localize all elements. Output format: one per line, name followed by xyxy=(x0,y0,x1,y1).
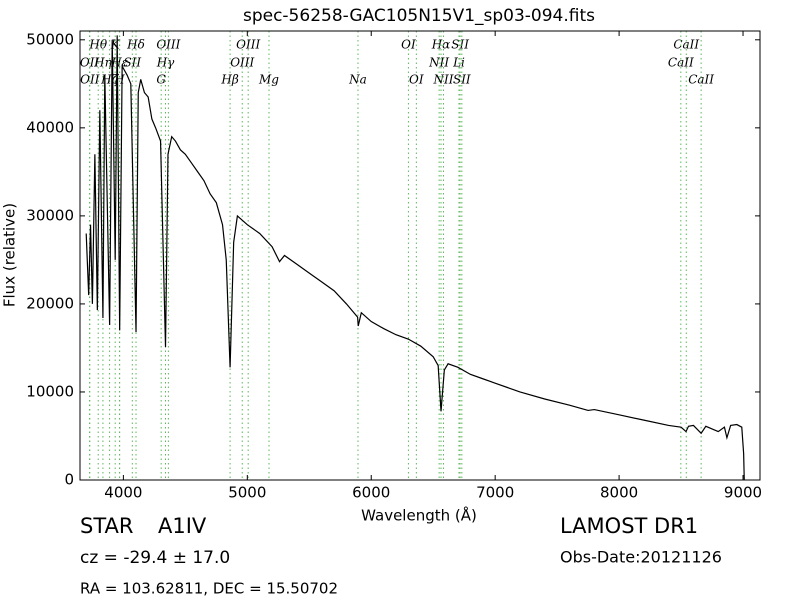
spectral-line-label: OI xyxy=(401,38,416,52)
spectral-line-label: OIII xyxy=(236,38,260,52)
spectral-line-label: Hθ xyxy=(88,38,107,52)
object-class: STAR xyxy=(80,514,133,538)
spectral-line-label: SII xyxy=(453,73,471,87)
spectral-line-label: SII xyxy=(123,56,141,70)
spectral-line-label: NII xyxy=(428,56,449,70)
spectral-line-label: SII xyxy=(451,38,469,52)
spectral-line-label: H xyxy=(113,73,125,87)
spectrum-line xyxy=(85,35,745,480)
spectral-line-label: Hβ xyxy=(220,73,238,87)
x-tick-label: 9000 xyxy=(724,484,762,502)
spectral-line-label: CaII xyxy=(688,73,714,87)
x-tick-label: 7000 xyxy=(476,484,514,502)
coordinates: RA = 103.62811, DEC = 15.50702 xyxy=(80,580,338,598)
spectral-line-label: Hα xyxy=(431,38,451,52)
spectral-line-label: OIII xyxy=(230,56,254,70)
spectral-line-label: OIII xyxy=(156,38,180,52)
y-tick-label: 50000 xyxy=(26,30,74,48)
spectral-line-label: Hδ xyxy=(126,38,145,52)
x-tick-label: 5000 xyxy=(228,484,266,502)
spectral-line-label: NII xyxy=(432,73,453,87)
spectral-line-label: Na xyxy=(348,73,367,87)
x-axis-label: Wavelength (Å) xyxy=(361,506,477,525)
y-tick-label: 40000 xyxy=(26,118,74,136)
x-tick-label: 8000 xyxy=(600,484,638,502)
spectral-line-label: OII xyxy=(80,73,100,87)
spectral-line-label: Hγ xyxy=(156,56,175,70)
spectral-line-label: Mg xyxy=(258,73,279,87)
subclass: A1IV xyxy=(158,514,207,538)
y-tick-label: 0 xyxy=(64,471,74,489)
y-axis-label: Flux (relative) xyxy=(1,203,19,307)
x-tick-label: 6000 xyxy=(352,484,390,502)
spectral-line-label: CaII xyxy=(668,56,694,70)
y-tick-label: 30000 xyxy=(26,206,74,224)
spectral-line-label: Li xyxy=(452,56,465,70)
spectral-line-label: CaII xyxy=(673,38,699,52)
x-tick-label: 4000 xyxy=(104,484,142,502)
obs-date: Obs-Date:20121126 xyxy=(560,548,722,567)
spectral-line-label: OI xyxy=(409,73,424,87)
spectral-line-label: Hη xyxy=(93,56,112,70)
chart-title: spec-56258-GAC105N15V1_sp03-094.fits xyxy=(243,6,595,26)
redshift: cz = -29.4 ± 17.0 xyxy=(80,548,230,568)
survey: LAMOST DR1 xyxy=(560,514,698,538)
spectral-line-label: K xyxy=(110,38,121,52)
plot-frame xyxy=(79,30,761,481)
spectral-line-label: G xyxy=(156,73,166,87)
y-tick-label: 20000 xyxy=(26,294,74,312)
y-tick-label: 10000 xyxy=(26,382,74,400)
